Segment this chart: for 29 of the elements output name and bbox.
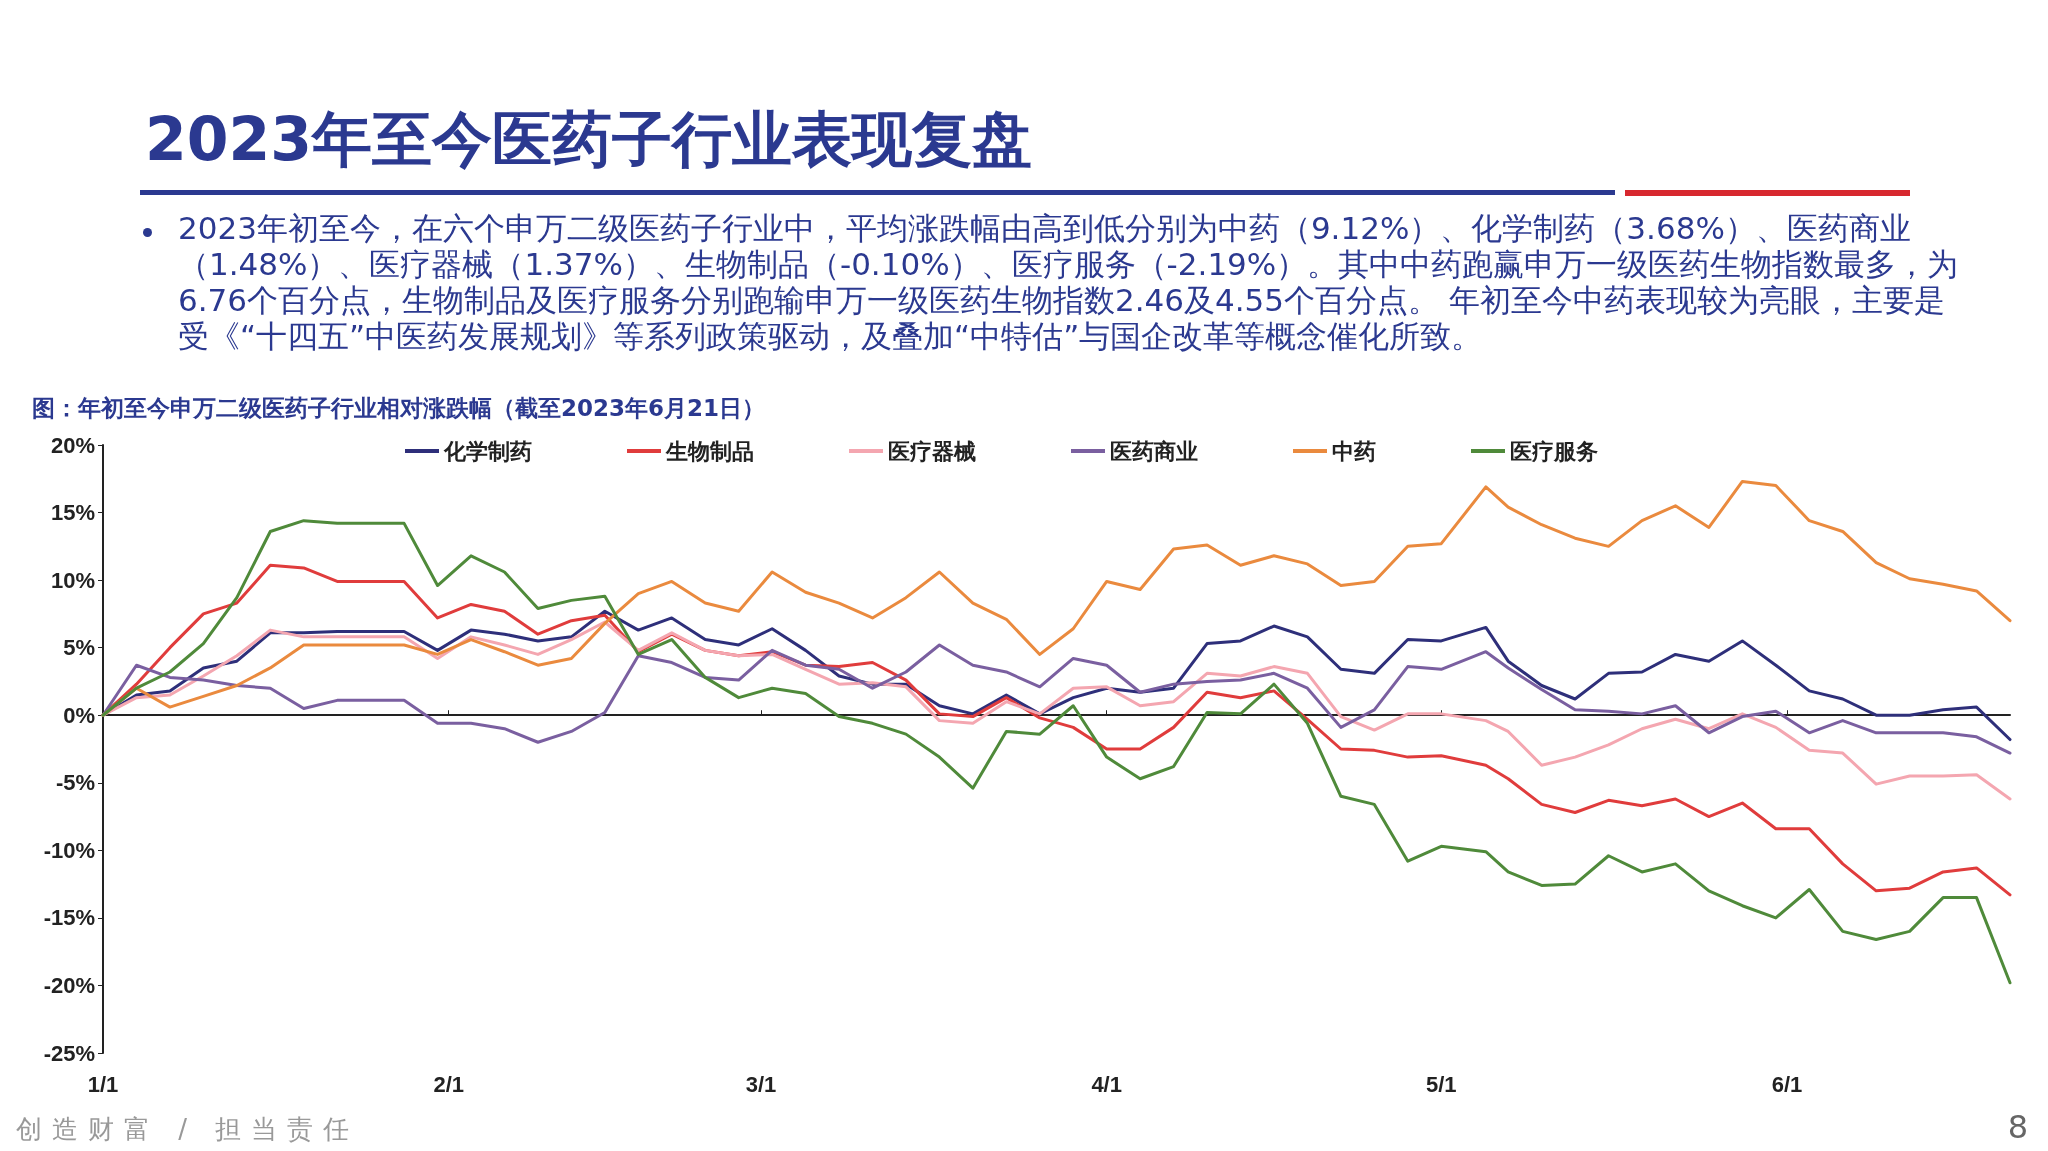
y-tick-label: 20%: [50, 432, 95, 458]
legend-label: 生物制品: [665, 438, 754, 464]
legend-label: 医药商业: [1110, 438, 1198, 464]
legend-label: 中药: [1332, 438, 1376, 464]
y-tick-label: 5%: [63, 635, 95, 661]
line-series: [101, 643, 2012, 755]
y-tick-label: -10%: [43, 837, 95, 863]
x-tick-label: 1/1: [87, 1071, 119, 1097]
text: 图：年初至今申万二级医药子行业相对涨跌幅（截至2023年6月21日）: [32, 394, 766, 423]
y-tick-label: 0%: [63, 702, 95, 728]
text: 创造财富 / 担当责任: [16, 1113, 360, 1146]
line-series: [101, 519, 2012, 985]
y-tick-label: -5%: [55, 770, 95, 796]
x-tick-label: 5/1: [1425, 1071, 1457, 1097]
chart-subtitle: 2023年初至今，在六个申万二级医药子行业中，平均涨跌幅由高到低分别为中药（9.12%）、化学制药（3.68%）、医药商业（1.48%）、医疗器械（1.37%）、生物制品（-0.10%）、医疗服务（-2.19%）。其中中药跑赢申万一级医药生物指数最多，为6.76个百分点，生物制品及医疗服务分别跑输申万一级医药生物指数2.46及4.55个百分点。 年初至今中药表现较为亮眼，主要是受《“十四五”中医药发展规划》等系列政策驱动，及叠加“中特估”与国企改革等概念催化所致。: [177, 210, 1960, 354]
y-tick-label: -20%: [43, 972, 95, 998]
chart-title: 2023年至今医药子行业表现复盘: [145, 103, 1032, 176]
x-tick-label: 6/1: [1771, 1071, 1803, 1097]
legend-label: 医疗服务: [1510, 438, 1598, 464]
y-tick-label: 10%: [50, 567, 95, 593]
x-tick-label: 2/1: [433, 1071, 465, 1097]
legend-label: 医疗器械: [888, 438, 976, 464]
text: 8: [2007, 1108, 2028, 1146]
y-tick-label: -25%: [43, 1040, 95, 1066]
y-tick-label: 15%: [50, 500, 95, 526]
x-tick-label: 4/1: [1091, 1071, 1122, 1097]
legend-label: 化学制药: [443, 438, 532, 464]
x-tick-label: 3/1: [745, 1071, 777, 1097]
y-tick-label: -15%: [43, 905, 95, 931]
